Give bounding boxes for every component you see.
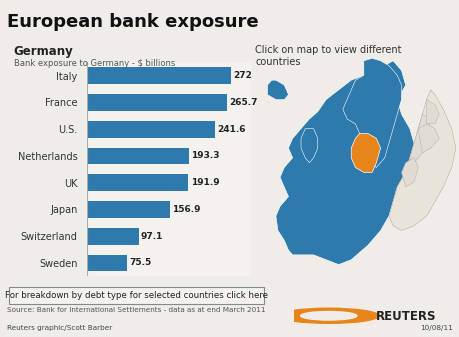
FancyBboxPatch shape — [10, 287, 263, 304]
Text: Bank exposure to Germany - $ billions: Bank exposure to Germany - $ billions — [14, 59, 175, 68]
Text: 265.7: 265.7 — [229, 98, 257, 107]
Text: For breakdown by debt type for selected countries click here: For breakdown by debt type for selected … — [6, 291, 268, 300]
Bar — [87, 121, 214, 137]
Text: 193.3: 193.3 — [191, 151, 219, 160]
Text: 272: 272 — [232, 71, 251, 80]
Bar — [87, 175, 188, 191]
Circle shape — [303, 312, 353, 319]
Text: 97.1: 97.1 — [140, 232, 162, 241]
Text: 156.9: 156.9 — [172, 205, 200, 214]
Bar — [87, 201, 170, 218]
Text: Reuters graphic/Scott Barber: Reuters graphic/Scott Barber — [7, 325, 112, 331]
Bar — [87, 94, 227, 111]
Circle shape — [316, 314, 341, 318]
Bar — [87, 148, 189, 164]
Text: 241.6: 241.6 — [216, 125, 245, 134]
Text: Source: Bank for International Settlements - data as at end March 2011: Source: Bank for International Settlemen… — [7, 307, 265, 313]
Bar — [87, 67, 230, 84]
Text: 75.5: 75.5 — [129, 258, 151, 268]
Text: 10/08/11: 10/08/11 — [420, 325, 452, 331]
Text: REUTERS: REUTERS — [375, 310, 435, 323]
Bar — [87, 255, 127, 271]
Bar — [87, 228, 138, 245]
Text: Germany: Germany — [14, 45, 73, 59]
Circle shape — [300, 311, 356, 320]
Text: 191.9: 191.9 — [190, 178, 219, 187]
Text: Click on map to view different
countries: Click on map to view different countries — [255, 45, 401, 67]
Text: European bank exposure: European bank exposure — [7, 13, 258, 31]
Circle shape — [278, 308, 378, 323]
